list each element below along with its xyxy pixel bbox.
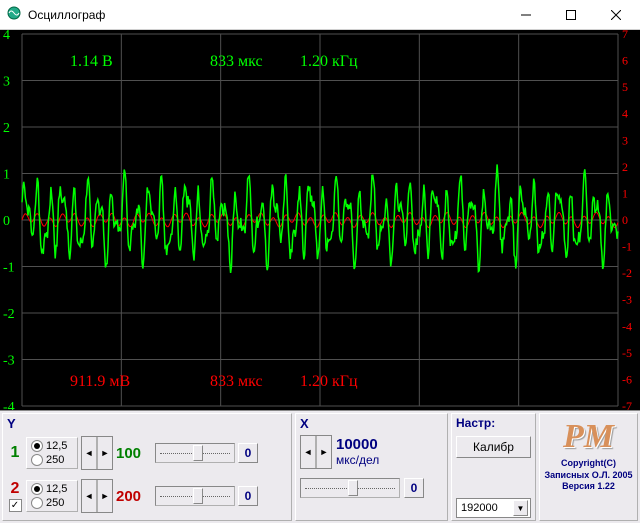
svg-text:911.9 мВ: 911.9 мВ xyxy=(70,373,130,390)
svg-text:833 мкс: 833 мкс xyxy=(210,53,263,70)
ch2-enable-checkbox[interactable]: ✓ xyxy=(9,499,22,512)
svg-text:0: 0 xyxy=(622,213,628,227)
window-title: Осциллограф xyxy=(28,8,503,22)
ch2-scale-spinner[interactable]: ◄► xyxy=(81,479,113,513)
x-scale-unit: мкс/дел xyxy=(336,453,379,467)
svg-text:-7: -7 xyxy=(622,399,632,410)
about-panel: PM Copyright(C) Записных О.Л. 2005 Верси… xyxy=(539,413,638,521)
logo: PM xyxy=(544,420,633,454)
svg-text:-1: -1 xyxy=(3,261,15,276)
x-zero-button[interactable]: 0 xyxy=(404,478,424,498)
svg-text:1: 1 xyxy=(3,168,10,183)
svg-text:-4: -4 xyxy=(622,319,632,333)
app-icon xyxy=(6,5,22,24)
y-panel: Y 1 12,5 250 ◄► 100 0 2 ✓ 12,5 250 ◄► xyxy=(2,413,292,521)
copyright-line2: Записных О.Л. 2005 xyxy=(544,470,633,482)
sample-rate-value: 192000 xyxy=(461,502,498,514)
ch2-zero-button[interactable]: 0 xyxy=(238,486,258,506)
x-panel: X ◄► 10000 мкс/дел 0 xyxy=(295,413,448,521)
ch1-range-12-5[interactable] xyxy=(31,440,43,452)
svg-text:4: 4 xyxy=(622,107,628,121)
controls-bar: Y 1 12,5 250 ◄► 100 0 2 ✓ 12,5 250 ◄► xyxy=(0,410,640,523)
svg-text:1.14 В: 1.14 В xyxy=(70,53,113,70)
svg-text:5: 5 xyxy=(622,80,628,94)
ch1-zero-button[interactable]: 0 xyxy=(238,443,258,463)
ch1-scale-value: 100 xyxy=(116,445,152,462)
svg-text:-2: -2 xyxy=(3,307,15,322)
svg-text:7: 7 xyxy=(622,30,628,41)
ch2-range-opt1-label: 250 xyxy=(46,497,64,509)
ch2-range-opt0-label: 12,5 xyxy=(46,483,67,495)
svg-text:4: 4 xyxy=(3,30,10,43)
ch1-offset-slider[interactable] xyxy=(155,443,235,463)
copyright-line1: Copyright(C) xyxy=(544,458,633,470)
ch1-scale-spinner[interactable]: ◄► xyxy=(81,436,113,470)
ch2-range-group: 12,5 250 xyxy=(26,480,78,512)
settings-header: Настр: xyxy=(456,416,531,432)
x-header: X xyxy=(300,416,443,432)
x-scale-value: 10000 xyxy=(336,437,379,454)
ch2-offset-slider[interactable] xyxy=(155,486,235,506)
svg-text:-2: -2 xyxy=(622,266,632,280)
ch2-range-250[interactable] xyxy=(31,497,43,509)
ch1-range-opt1-label: 250 xyxy=(46,454,64,466)
ch1-range-opt0-label: 12,5 xyxy=(46,440,67,452)
maximize-button[interactable] xyxy=(548,0,593,29)
svg-text:-3: -3 xyxy=(3,354,15,369)
chevron-down-icon: ▼ xyxy=(513,500,528,516)
copyright-text: Copyright(C) Записных О.Л. 2005 Версия 1… xyxy=(544,458,633,493)
channel-1-row: 1 12,5 250 ◄► 100 0 xyxy=(7,432,287,475)
ch1-range-group: 12,5 250 xyxy=(26,437,78,469)
x-offset-slider[interactable] xyxy=(300,478,400,498)
svg-text:-1: -1 xyxy=(622,240,632,254)
settings-panel: Настр: Калибр 192000 ▼ xyxy=(451,413,536,521)
svg-text:1.20 кГц: 1.20 кГц xyxy=(300,53,358,70)
svg-text:0: 0 xyxy=(3,214,10,229)
title-bar: Осциллограф xyxy=(0,0,640,30)
minimize-button[interactable] xyxy=(503,0,548,29)
svg-text:3: 3 xyxy=(3,75,10,90)
ch2-scale-value: 200 xyxy=(116,488,152,505)
svg-text:-5: -5 xyxy=(622,346,632,360)
svg-text:2: 2 xyxy=(3,121,10,136)
close-button[interactable] xyxy=(593,0,638,29)
svg-text:1.20 кГц: 1.20 кГц xyxy=(300,373,358,390)
ch2-label: 2 xyxy=(8,480,22,498)
svg-text:-4: -4 xyxy=(3,400,15,410)
y-header: Y xyxy=(7,416,287,432)
svg-text:-6: -6 xyxy=(622,372,632,386)
scope-canvas: 4 3 2 1 0 -1 -2 -3 -4 7 6 5 4 3 2 1 0 -1 -2 -3 -4 -5 -6 -7 1.14 … xyxy=(0,30,640,410)
sample-rate-select[interactable]: 192000 ▼ xyxy=(456,498,531,518)
channel-2-row: 2 ✓ 12,5 250 ◄► 200 0 xyxy=(7,475,287,518)
svg-text:-3: -3 xyxy=(622,293,632,307)
x-scale-spinner[interactable]: ◄► xyxy=(300,435,332,469)
svg-text:2: 2 xyxy=(622,160,628,174)
ch1-label: 1 xyxy=(8,444,22,462)
svg-text:3: 3 xyxy=(622,133,628,147)
copyright-line3: Версия 1.22 xyxy=(544,481,633,493)
svg-text:833 мкс: 833 мкс xyxy=(210,373,263,390)
ch2-range-12-5[interactable] xyxy=(31,483,43,495)
scope-display: 4 3 2 1 0 -1 -2 -3 -4 7 6 5 4 3 2 1 0 -1 -2 -3 -4 -5 -6 -7 1.14 … xyxy=(0,30,640,410)
svg-text:6: 6 xyxy=(622,54,628,68)
ch1-range-250[interactable] xyxy=(31,454,43,466)
svg-text:1: 1 xyxy=(622,186,628,200)
calibrate-button[interactable]: Калибр xyxy=(456,436,531,458)
